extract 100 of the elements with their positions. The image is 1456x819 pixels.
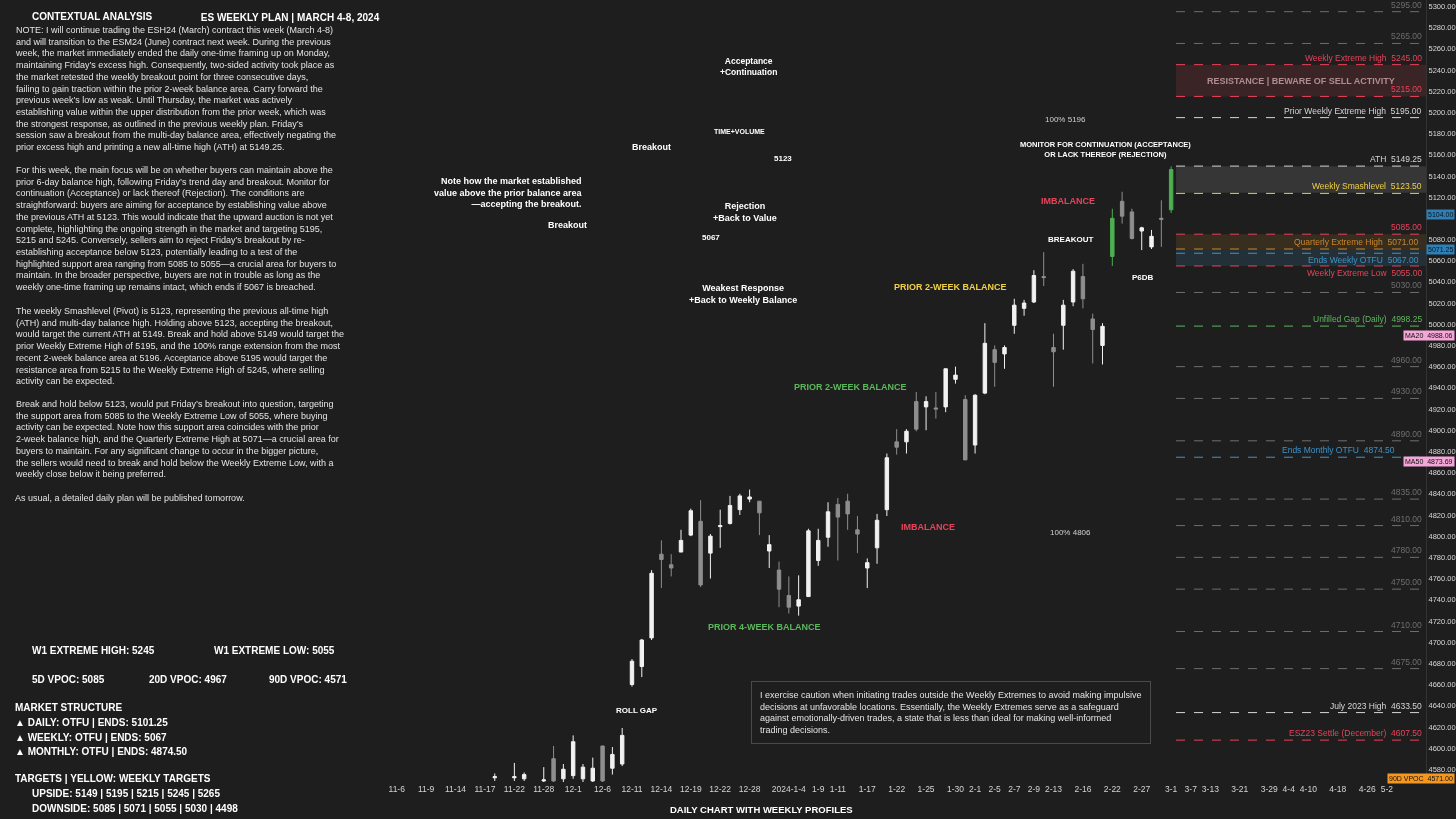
candlestick [786, 575, 792, 615]
x-tick-label: 3-13 [1201, 783, 1220, 794]
candlestick [1119, 191, 1125, 225]
candlestick [943, 368, 948, 413]
candlestick [884, 453, 890, 517]
x-tick-label: 5-2 [1380, 783, 1394, 794]
ref-line-label: 5085.00 [1391, 222, 1422, 232]
text: NOTE: I will continue trading the ESH24 (March) contract this week (March 4-8) and will transition to the ESM24 (June) contract next week. During the previous week, the market immediately ended the daily one-time framing up on Monday, maintaining Friday’s excess high. Consequently, two-sided activity took place as the market retested the weekly breakout point for three consecutive days, failing to gain traction within the prior 2-week balance area. Carry forward the previous week’s low as weak. Until Thursday, the market was actively establishing value within the upper distribution from the prior week, which was the strongest response, as outlined in the previous weekly plan. Friday’s session saw a breakout from the multi-day balance area, effectively negating the prior excess high and printing a new all-time high (ATH) at 5149.25. [16, 25, 337, 152]
x-tick-label: 11-22 [503, 783, 526, 794]
annotation: ROLL GAP [616, 706, 658, 715]
candlestick [1031, 269, 1037, 304]
x-tick-label: 2-27 [1133, 783, 1151, 794]
candlestick [1168, 165, 1174, 214]
x-tick-label: 12-6 [594, 783, 612, 794]
candlestick [649, 569, 654, 641]
text: ▲ MONTHLY: OTFU | ENDS: 4874.50 [15, 746, 188, 757]
candlestick [521, 771, 527, 782]
text: For this week, the main focus will be on whether buyers can maintain above the prior 6-day balance high, following Friday’s trend day and breakout. Monitor for continuation (Acceptance) or lack thereof (Rejection). The conditions are straightforward: buyers are aiming for acceptance by establishing value above the previous ATH at 5123. This would indicate that the upward auction is not yet complete, highlighting the ongoing strength in the market and targeting 5195, 5215 and 5245. Conversely, sellers aim to reject Friday’s breakout by re-establishing acceptance below 5123, potentially leading to a test of the highlighted support area ranging from 5085 to 5055—a crucial area for buyers to maintain. In the broader perspective, buyers are not in trouble as long as the weekly one-time framing up remains intact, which ends if 5067 is breached. [16, 165, 337, 292]
candlestick [825, 501, 831, 548]
x-tick-label: 11-14 [444, 783, 467, 794]
ref-line-label: 4930.00 [1391, 386, 1422, 396]
candlestick [972, 393, 978, 455]
ref-line-label: 4710.00 [1391, 620, 1422, 630]
x-tick-label: 2-7 [1008, 783, 1021, 794]
ref-line-label: ATH 5149.25 [1370, 154, 1423, 164]
ref-line-label: 4750.00 [1391, 577, 1422, 587]
candlestick [698, 499, 703, 588]
x-tick-label: 12-22 [709, 783, 732, 794]
candlestick [1002, 344, 1007, 370]
annotation: BREAKOUT [1048, 235, 1094, 244]
ref-line-label: 4810.00 [1391, 514, 1422, 524]
annotation: Acceptance +Continuation [720, 56, 778, 78]
ref-line-label: 4675.00 [1391, 657, 1422, 667]
ref-line-label: 4890.00 [1391, 429, 1422, 439]
candlestick [1090, 313, 1095, 364]
candlestick [639, 638, 644, 678]
candlestick [600, 745, 605, 782]
candlestick [492, 773, 497, 782]
candlestick [551, 745, 556, 782]
candlestick [982, 322, 988, 395]
candlestick [757, 500, 762, 536]
ref-line-label: Prior Weekly Extreme High 5195.00 [1284, 106, 1422, 116]
text: 5D VPOC: 5085 [32, 674, 105, 685]
ref-line-label: 5265.00 [1391, 31, 1422, 41]
candlestick [747, 489, 752, 503]
text: CONTEXTUAL ANALYSIS [32, 11, 153, 22]
annotation: Weakest Response +Back to Weekly Balance [689, 283, 798, 305]
ref-line-label: Weekly Smashlevel 5123.50 [1312, 181, 1422, 191]
annotation: PRIOR 4-WEEK BALANCE [708, 622, 821, 632]
candlestick [1100, 322, 1105, 366]
text: W1 EXTREME HIGH: 5245 [32, 645, 155, 656]
candlestick [1070, 268, 1076, 307]
candlestick [835, 497, 841, 562]
candlestick [678, 529, 684, 553]
text: 20D VPOC: 4967 [149, 674, 228, 685]
x-tick-label: 2-13 [1044, 783, 1063, 794]
candlestick [1129, 208, 1135, 240]
candlestick [590, 757, 595, 782]
x-tick-label: 12-28 [738, 783, 761, 794]
candlestick [923, 395, 929, 431]
x-tick-label: 3-21 [1231, 783, 1249, 794]
candlestick [1012, 298, 1017, 335]
text: DOWNSIDE: 5085 | 5071 | 5055 | 5030 | 4498 [32, 803, 239, 814]
candlestick [953, 366, 958, 385]
x-tick-label: 3-29 [1260, 783, 1278, 794]
x-tick-label: 2-9 [1027, 783, 1041, 794]
ref-line-label: 4960.00 [1391, 355, 1422, 365]
x-tick-label: 3-7 [1184, 783, 1198, 794]
x-tick-label: 11-9 [417, 783, 435, 794]
text: 90D VPOC: 4571 [269, 674, 348, 685]
x-tick-label: 1-22 [888, 783, 906, 794]
candlestick [580, 763, 586, 782]
candlestick [1149, 229, 1154, 250]
ref-line-label: 4835.00 [1391, 487, 1422, 497]
annotation: Rejection +Back to Value [713, 201, 777, 223]
text: ▲ WEEKLY: OTFU | ENDS: 5067 [15, 732, 168, 743]
candlestick [610, 746, 615, 776]
ref-line-label: Ends Monthly OTFU 4874.50 [1282, 445, 1395, 455]
ref-line-label: Unfilled Gap (Daily) 4998.25 [1313, 314, 1423, 324]
candlestick [904, 428, 909, 455]
candlestick [1159, 199, 1164, 248]
candlestick [1041, 251, 1046, 287]
candlestick [855, 515, 860, 554]
candlestick [865, 557, 870, 589]
text: W1 EXTREME LOW: 5055 [214, 645, 335, 656]
candlestick [668, 553, 674, 577]
candlestick [541, 766, 546, 782]
x-tick-label: 12-19 [679, 783, 702, 794]
candlestick [512, 762, 517, 782]
ref-line-label: Ends Weekly OTFU 5067.00 [1308, 255, 1419, 265]
annotation: 5123 [774, 154, 793, 163]
x-tick-label: 2-16 [1074, 783, 1092, 794]
annotation: I exercise caution when initiating trades outside the Weekly Extremes to avoid making impulsive decisions at unfavorable locations. Essentially, the Weekly Extremes serve as a safeguard against emotionally-driven trades, a state that is less than ideal for making well-informed trading decisions. [760, 690, 1142, 736]
annotation: Breakout [632, 142, 672, 152]
candlestick [1021, 299, 1027, 317]
ref-line-label: 5295.00 [1391, 0, 1422, 10]
text: As usual, a detailed daily plan will be published tomorrow. [15, 493, 245, 503]
annotation: PRIOR 2-WEEK BALANCE [794, 382, 907, 392]
candlestick [816, 528, 821, 567]
x-tick-label: 2-5 [988, 783, 1002, 794]
